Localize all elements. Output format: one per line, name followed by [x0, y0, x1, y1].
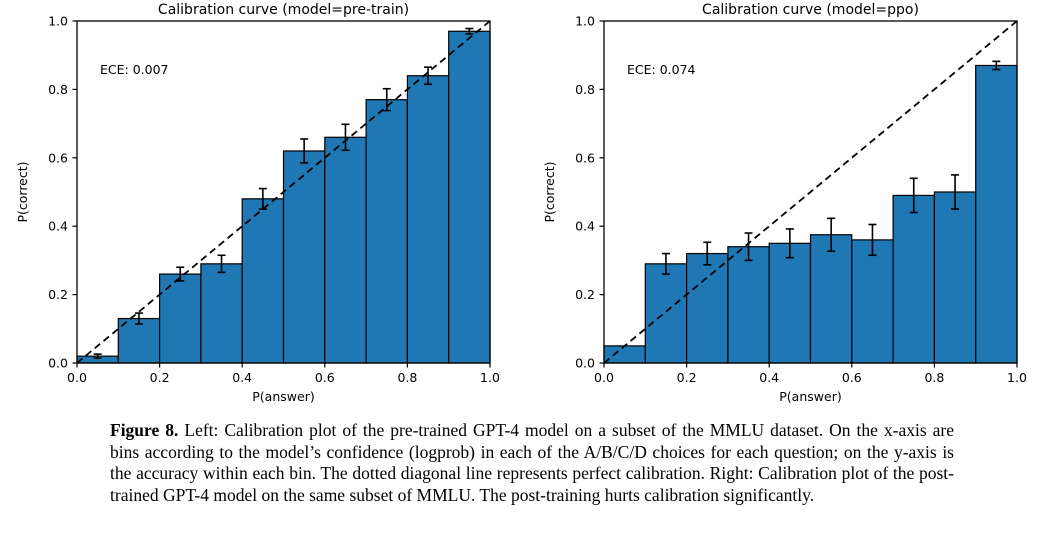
- y-tick-label: 0.0: [575, 356, 595, 371]
- figure-caption-label: Figure 8.: [110, 420, 179, 440]
- figure-caption: Figure 8. Left: Calibration plot of the …: [110, 420, 954, 506]
- y-tick-label: 0.4: [48, 219, 68, 234]
- ece-annotation: ECE: 0.074: [627, 62, 696, 77]
- bar: [644, 263, 688, 364]
- x-tick-label: 0.8: [924, 370, 944, 385]
- bar: [603, 345, 646, 364]
- bar: [241, 198, 285, 364]
- bar: [448, 30, 491, 364]
- calibration-chart-ppo: 0.0 0.2 0.4 0.6 0.8 1.0 0.0 0.2 0.4 0.6 0.8 1.0 P(an…: [542, 2, 1027, 404]
- y-tick-label: 0.6: [575, 150, 595, 165]
- calibration-chart-pretrain: 0.0 0.2 0.4 0.6 0.8 1.0 0.0 0.2 0.4 0.6 0.8 1.0 P(an…: [15, 2, 500, 404]
- bar: [117, 317, 161, 364]
- y-tick-label: 0.2: [575, 287, 595, 302]
- x-tick-label: 0.6: [842, 370, 862, 385]
- y-tick-label: 0.6: [48, 150, 68, 165]
- bar: [933, 191, 977, 364]
- ece-annotation: ECE: 0.007: [100, 62, 169, 77]
- bar: [892, 194, 936, 364]
- y-tick-label: 0.8: [575, 82, 595, 97]
- x-tick-label: 0.4: [232, 370, 252, 385]
- diagonal-line: [603, 20, 1018, 364]
- chart-title: Calibration curve (model=ppo): [702, 2, 919, 18]
- x-tick-label: 0.8: [397, 370, 417, 385]
- x-tick-label: 0.4: [759, 370, 779, 385]
- x-axis-label: P(answer): [252, 389, 314, 404]
- x-tick-label: 1.0: [1007, 370, 1027, 385]
- chart-title: Calibration curve (model=pre-train): [158, 2, 409, 18]
- x-tick-label: 0.2: [150, 370, 170, 385]
- bar: [159, 273, 202, 364]
- bar: [406, 75, 450, 364]
- plot-border: [76, 20, 491, 364]
- bar: [365, 99, 409, 364]
- x-tick-label: 0.6: [315, 370, 335, 385]
- figure-caption-text: Left: Calibration plot of the pre-traine…: [110, 420, 954, 505]
- y-tick-label: 0.4: [575, 219, 595, 234]
- bar: [851, 239, 894, 364]
- x-axis-label: P(answer): [779, 389, 841, 404]
- bar: [324, 136, 367, 364]
- x-tick-label: 0.0: [594, 370, 614, 385]
- y-axis-label: P(correct): [542, 161, 557, 222]
- plot-border: [603, 20, 1018, 364]
- diagonal-line: [76, 20, 491, 364]
- x-tick-label: 1.0: [480, 370, 500, 385]
- y-axis-label: P(correct): [15, 161, 30, 222]
- bar: [809, 234, 853, 364]
- y-tick-label: 1.0: [575, 14, 595, 29]
- bar: [200, 263, 243, 364]
- x-tick-label: 0.0: [67, 370, 87, 385]
- y-tick-label: 0.0: [48, 356, 68, 371]
- y-tick-label: 0.8: [48, 82, 68, 97]
- bar: [727, 246, 770, 364]
- x-tick-label: 0.2: [677, 370, 697, 385]
- y-tick-label: 0.2: [48, 287, 68, 302]
- bar: [768, 242, 812, 364]
- bar: [686, 252, 729, 364]
- y-tick-label: 1.0: [48, 14, 68, 29]
- bar: [975, 64, 1018, 364]
- bar: [282, 150, 326, 364]
